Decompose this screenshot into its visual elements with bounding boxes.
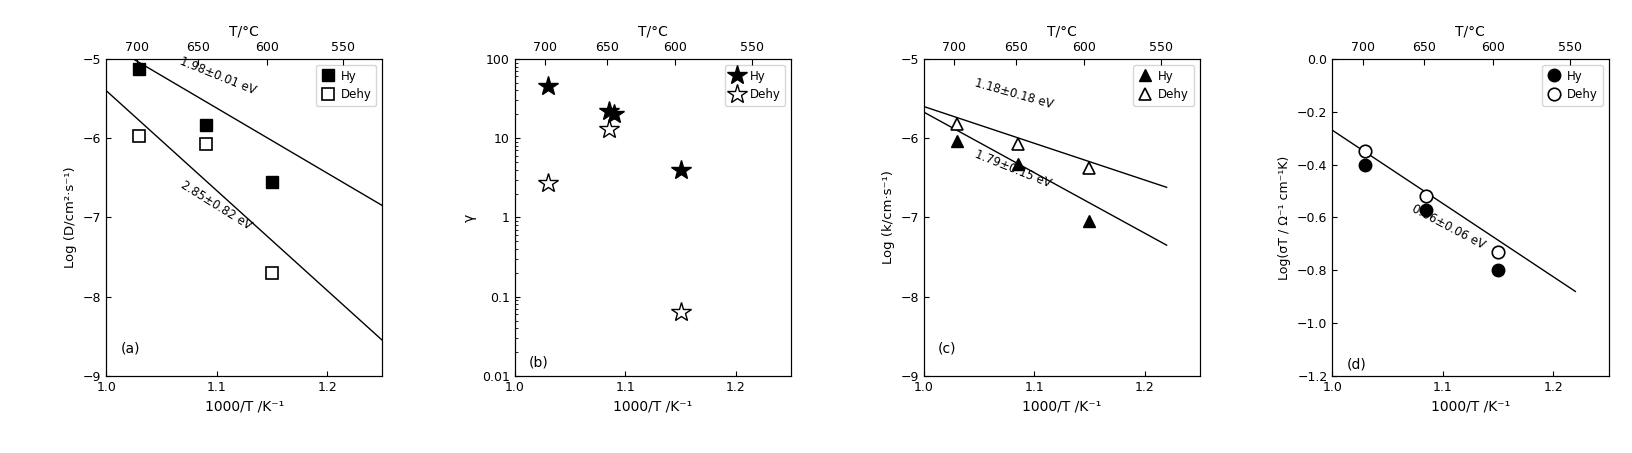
Dehy — [1007, 141, 1027, 146]
X-axis label: T/°C: T/°C — [638, 24, 667, 39]
Line: Hy: Hy — [950, 134, 1095, 228]
X-axis label: 1000/T /K⁻¹: 1000/T /K⁻¹ — [204, 400, 284, 414]
X-axis label: T/°C: T/°C — [228, 24, 259, 39]
Legend: Hy, Dehy: Hy, Dehy — [317, 65, 377, 106]
Text: (d): (d) — [1346, 357, 1366, 371]
Hy — [539, 84, 558, 89]
Hy — [1079, 219, 1098, 224]
Line: Hy: Hy — [537, 76, 690, 180]
Text: 1.79±0.15 eV: 1.79±0.15 eV — [973, 148, 1053, 190]
Text: 1.98±0.01 eV: 1.98±0.01 eV — [178, 55, 258, 97]
Hy — [947, 138, 966, 143]
Legend: Hy, Dehy: Hy, Dehy — [725, 65, 785, 106]
Hy — [604, 111, 623, 117]
Text: (b): (b) — [529, 356, 548, 370]
Line: Hy: Hy — [1358, 159, 1503, 276]
Dehy — [196, 141, 215, 146]
Text: (c): (c) — [937, 341, 956, 355]
Dehy — [539, 181, 558, 186]
Text: 0.66±0.06 eV: 0.66±0.06 eV — [1408, 202, 1487, 252]
Legend: Hy, Dehy: Hy, Dehy — [1133, 65, 1193, 106]
Dehy — [671, 309, 690, 314]
Hy — [196, 122, 215, 127]
Dehy — [261, 270, 281, 275]
Line: Dehy: Dehy — [1358, 145, 1503, 258]
X-axis label: 1000/T /K⁻¹: 1000/T /K⁻¹ — [1022, 400, 1100, 414]
Hy — [671, 167, 690, 173]
Line: Dehy: Dehy — [950, 118, 1095, 174]
Hy — [599, 108, 619, 114]
Y-axis label: γ: γ — [462, 213, 477, 222]
Dehy — [1487, 249, 1506, 255]
Text: (a): (a) — [121, 341, 140, 355]
Hy — [129, 67, 149, 72]
X-axis label: T/°C: T/°C — [1046, 24, 1075, 39]
Text: 2.85±0.82 eV: 2.85±0.82 eV — [178, 178, 253, 232]
Legend: Hy, Dehy: Hy, Dehy — [1541, 65, 1601, 106]
Hy — [1007, 162, 1027, 167]
Line: Dehy: Dehy — [537, 119, 690, 322]
Y-axis label: Log (k/cm·s⁻¹): Log (k/cm·s⁻¹) — [881, 170, 894, 265]
Dehy — [599, 126, 619, 132]
Dehy — [947, 121, 966, 127]
Dehy — [1355, 149, 1374, 154]
Line: Hy: Hy — [134, 63, 277, 188]
Hy — [1487, 268, 1506, 273]
Hy — [261, 179, 281, 184]
Dehy — [129, 133, 149, 139]
X-axis label: 1000/T /K⁻¹: 1000/T /K⁻¹ — [1430, 400, 1510, 414]
Text: 1.18±0.18 eV: 1.18±0.18 eV — [973, 76, 1054, 111]
Dehy — [1079, 166, 1098, 171]
Line: Dehy: Dehy — [134, 130, 277, 279]
Hy — [1415, 207, 1435, 212]
Y-axis label: Log(σT / Ω⁻¹ cm⁻¹K): Log(σT / Ω⁻¹ cm⁻¹K) — [1278, 155, 1291, 280]
Y-axis label: Log (D/cm²·s⁻¹): Log (D/cm²·s⁻¹) — [64, 167, 77, 268]
Dehy — [1415, 193, 1435, 199]
X-axis label: T/°C: T/°C — [1454, 24, 1485, 39]
X-axis label: 1000/T /K⁻¹: 1000/T /K⁻¹ — [614, 400, 692, 414]
Hy — [1355, 162, 1374, 167]
